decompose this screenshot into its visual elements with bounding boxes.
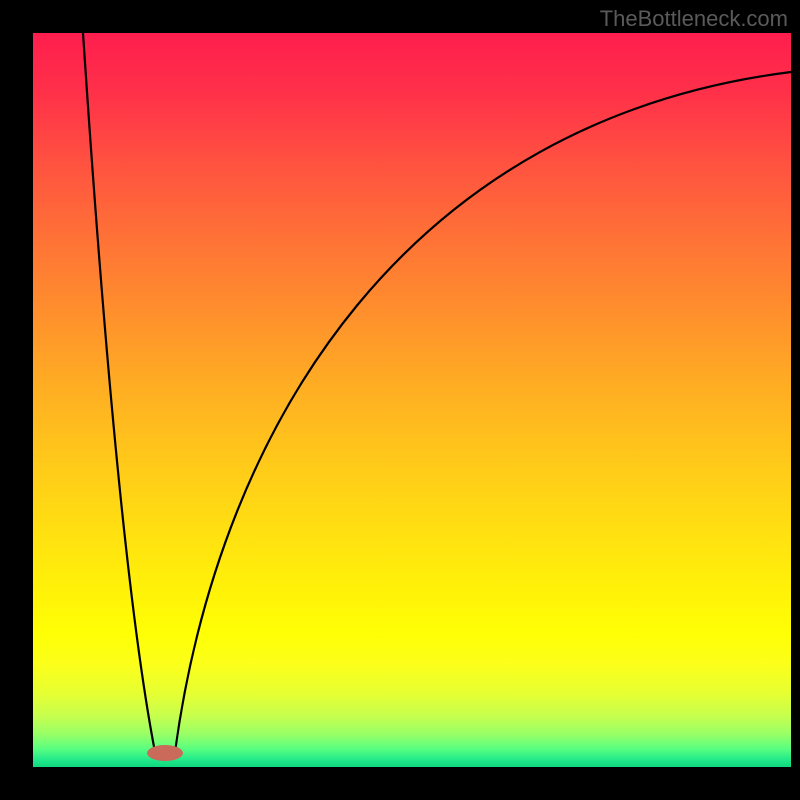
curves-layer — [0, 0, 800, 800]
minimum-marker — [147, 745, 183, 761]
curve-right-branch — [175, 72, 791, 752]
curve-left-branch — [83, 33, 155, 752]
watermark-text: TheBottleneck.com — [600, 6, 788, 32]
